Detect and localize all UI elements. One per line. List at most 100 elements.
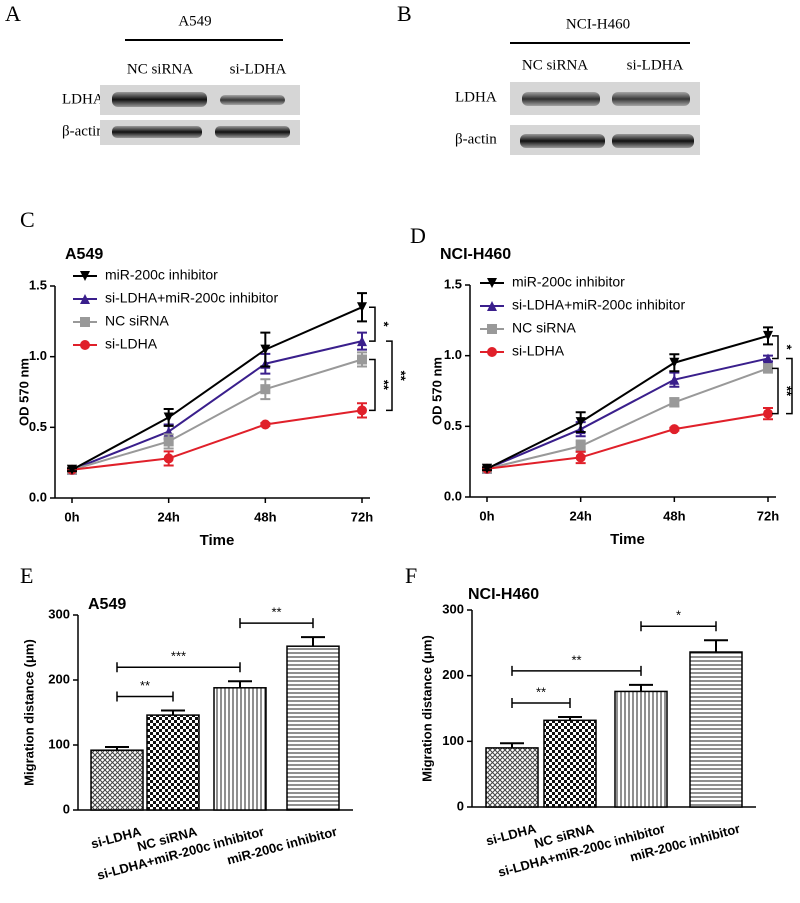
chart-title: NCI-H460 xyxy=(468,586,539,603)
lane-label: NC siRNA xyxy=(522,57,588,73)
y-tick-label: 0.5 xyxy=(444,418,462,433)
band xyxy=(612,134,694,148)
y-tick-label: 300 xyxy=(442,601,464,616)
lane-label: si-LDHA xyxy=(230,61,287,77)
x-tick-label: 0h xyxy=(64,509,79,524)
y-axis-label: Migration distance (μm) xyxy=(21,639,36,786)
band xyxy=(612,92,690,106)
series-line xyxy=(486,334,769,470)
marker xyxy=(575,452,586,463)
panel-label: B xyxy=(397,1,412,26)
band xyxy=(215,126,290,138)
blot-panel: A A549 NC siRNA si-LDHA LDHA β-actin xyxy=(5,1,300,145)
significance-bracket xyxy=(116,662,241,673)
bar xyxy=(485,747,539,808)
marker xyxy=(482,463,492,474)
row-label: LDHA xyxy=(455,89,497,105)
significance-bracket xyxy=(772,335,779,360)
marker xyxy=(575,441,586,452)
marker xyxy=(80,317,90,327)
x-tick-label: 72h xyxy=(351,509,373,524)
chart-title: NCI-H460 xyxy=(440,246,511,263)
significance-bracket xyxy=(511,698,571,709)
significance-bracket xyxy=(239,618,314,629)
marker xyxy=(260,419,271,430)
marker xyxy=(763,408,773,419)
marker xyxy=(80,294,90,304)
significance-bracket xyxy=(386,340,393,412)
y-tick-label: 1.0 xyxy=(29,348,47,363)
error-bar xyxy=(161,709,185,716)
marker xyxy=(487,301,497,311)
marker xyxy=(487,278,497,288)
series-line xyxy=(486,412,769,470)
y-tick-label: 200 xyxy=(442,667,464,682)
significance-bracket xyxy=(369,306,376,342)
significance-label: ** xyxy=(794,381,800,392)
marker xyxy=(357,354,367,365)
series-line xyxy=(486,367,769,470)
bar xyxy=(90,749,144,811)
significance-bracket xyxy=(511,665,642,676)
significance-label: * xyxy=(377,322,392,328)
bar xyxy=(146,714,200,811)
series-line xyxy=(71,340,363,471)
panel-label: E xyxy=(20,563,33,588)
x-tick-label: 0h xyxy=(479,508,494,523)
panel-label: F xyxy=(405,563,417,588)
marker xyxy=(67,464,77,475)
marker xyxy=(260,344,271,355)
legend-label: NC siRNA xyxy=(105,313,169,329)
chart-title: A549 xyxy=(65,246,103,263)
y-axis-label: OD 570 nm xyxy=(16,358,31,426)
row-label: β-actin xyxy=(455,131,497,147)
error-bar xyxy=(228,680,252,688)
x-tick-label: si-LDHA xyxy=(89,824,143,852)
marker xyxy=(575,417,586,428)
marker xyxy=(669,397,680,408)
x-tick-label: 24h xyxy=(569,508,591,523)
x-tick-label: 24h xyxy=(157,509,179,524)
significance-label: ** xyxy=(377,380,392,391)
y-tick-label: 1.5 xyxy=(444,276,462,291)
significance-bracket xyxy=(116,691,174,702)
significance-label: ** xyxy=(271,605,281,620)
y-axis-label: OD 570 nm xyxy=(429,357,444,425)
panel-label: D xyxy=(410,223,426,248)
significance-bracket xyxy=(786,357,793,415)
x-tick-label: 72h xyxy=(757,508,779,523)
y-tick-label: 0.5 xyxy=(29,419,47,434)
series-line xyxy=(71,358,363,471)
y-tick-label: 100 xyxy=(442,733,464,748)
series-line xyxy=(71,306,363,471)
significance-label: ** xyxy=(394,371,409,382)
legend-label: miR-200c inhibitor xyxy=(105,267,218,283)
y-tick-label: 0.0 xyxy=(29,489,47,504)
marker xyxy=(487,324,497,334)
significance-label: ** xyxy=(780,386,795,397)
x-axis-label: Time xyxy=(610,531,645,548)
x-axis-label: Time xyxy=(200,532,235,549)
y-tick-label: 1.0 xyxy=(444,347,462,362)
significance-label: ** xyxy=(140,678,150,693)
y-tick-label: 100 xyxy=(48,736,70,751)
error-bar xyxy=(704,639,728,653)
band xyxy=(112,126,202,138)
row-label: β-actin xyxy=(62,123,104,139)
lane-label: NC siRNA xyxy=(127,61,193,77)
legend-label: miR-200c inhibitor xyxy=(512,274,625,290)
y-tick-label: 0 xyxy=(457,798,464,813)
error-bar xyxy=(500,742,524,748)
row-label: LDHA xyxy=(62,91,104,107)
bar xyxy=(543,719,597,808)
marker xyxy=(357,336,367,347)
y-tick-label: 1.5 xyxy=(29,277,47,292)
error-bar xyxy=(629,683,653,692)
panel-label: A xyxy=(5,1,21,26)
significance-label: * xyxy=(780,345,795,351)
band xyxy=(522,92,600,106)
legend-label: NC siRNA xyxy=(512,320,576,336)
y-tick-label: 300 xyxy=(48,606,70,621)
legend-label: si-LDHA xyxy=(105,336,158,352)
